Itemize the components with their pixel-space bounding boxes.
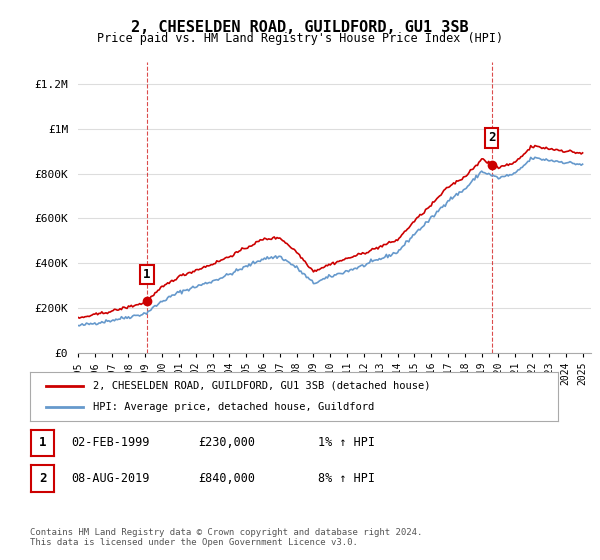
Text: Contains HM Land Registry data © Crown copyright and database right 2024.
This d: Contains HM Land Registry data © Crown c… [30,528,422,547]
Text: £840,000: £840,000 [198,472,255,485]
Text: 2: 2 [488,132,495,144]
Text: 2: 2 [39,472,46,485]
Text: 1: 1 [39,436,46,450]
Text: 2, CHESELDEN ROAD, GUILDFORD, GU1 3SB (detached house): 2, CHESELDEN ROAD, GUILDFORD, GU1 3SB (d… [94,381,431,391]
Text: HPI: Average price, detached house, Guildford: HPI: Average price, detached house, Guil… [94,402,374,412]
Text: 8% ↑ HPI: 8% ↑ HPI [318,472,375,485]
Text: 1: 1 [143,268,151,281]
Text: £230,000: £230,000 [198,436,255,450]
Text: 2, CHESELDEN ROAD, GUILDFORD, GU1 3SB: 2, CHESELDEN ROAD, GUILDFORD, GU1 3SB [131,20,469,35]
Text: 1% ↑ HPI: 1% ↑ HPI [318,436,375,450]
Text: Price paid vs. HM Land Registry's House Price Index (HPI): Price paid vs. HM Land Registry's House … [97,32,503,45]
Text: 02-FEB-1999: 02-FEB-1999 [71,436,149,450]
Text: 08-AUG-2019: 08-AUG-2019 [71,472,149,485]
